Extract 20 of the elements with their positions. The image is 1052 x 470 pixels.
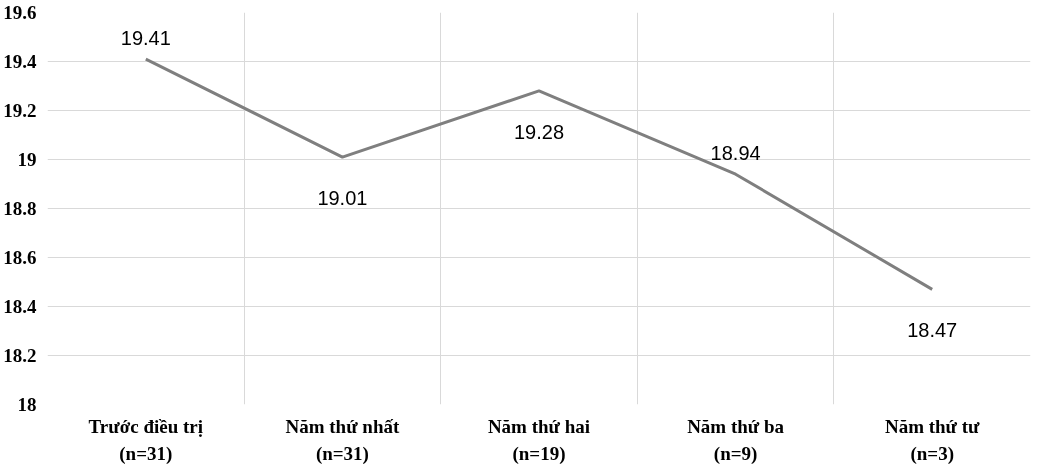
- y-tick-label: 18.6: [3, 247, 37, 268]
- y-tick-label: 18.4: [3, 296, 37, 317]
- data-label: 19.01: [317, 187, 368, 210]
- data-label: 19.41: [120, 27, 171, 50]
- data-label: 19.28: [513, 120, 565, 143]
- y-tick-label: 18.8: [3, 198, 37, 219]
- x-tick-label: Năm thứ nhất (n=31): [285, 415, 400, 465]
- y-tick-label: 18.2: [3, 345, 37, 366]
- data-label: 18.94: [710, 142, 761, 165]
- line-series: [144, 57, 934, 291]
- x-tick-label: Năm thứ hai (n=19): [487, 415, 591, 465]
- x-tick-label: Năm thứ tư (n=3): [884, 415, 981, 465]
- data-label: 18.47: [907, 319, 958, 342]
- y-tick-label: 19.2: [3, 100, 37, 121]
- x-tick-label: Trước điều trị (n=31): [88, 415, 204, 465]
- y-tick-label: 18: [17, 394, 37, 415]
- y-tick-label: 19.6: [3, 2, 37, 23]
- y-tick-label: 19: [17, 149, 37, 170]
- x-tick-label: Năm thứ ba (n=9): [687, 415, 785, 465]
- y-tick-label: 19.4: [3, 51, 37, 72]
